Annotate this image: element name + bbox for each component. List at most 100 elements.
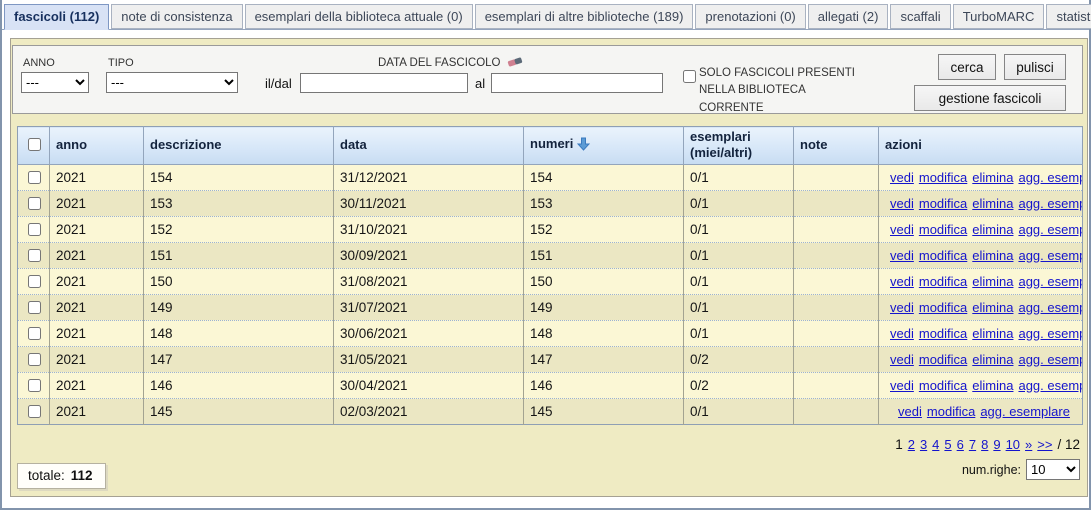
vedi-link[interactable]: vedi (890, 351, 914, 367)
elimina-link[interactable]: elimina (972, 299, 1014, 315)
row-checkbox[interactable] (27, 326, 41, 340)
vedi-link[interactable]: vedi (890, 325, 914, 341)
col-header-data[interactable]: data (333, 126, 524, 165)
tab-turbomarc[interactable]: TurboMARC (952, 4, 1045, 29)
data-dal-input[interactable] (300, 73, 468, 93)
agg-esemplare-link[interactable]: agg. esemplare (1018, 169, 1082, 185)
modifica-link[interactable]: modifica (918, 221, 968, 237)
agg-esemplare-link[interactable]: agg. esemplare (1018, 195, 1082, 211)
pagination-last-link[interactable]: >> (1037, 437, 1053, 452)
vedi-link[interactable]: vedi (890, 195, 914, 211)
vedi-link[interactable]: vedi (890, 299, 914, 315)
row-checkbox[interactable] (27, 222, 41, 236)
tab-esemplari-biblioteca-attuale[interactable]: esemplari della biblioteca attuale (0) (244, 4, 473, 29)
row-checkbox[interactable] (27, 378, 41, 392)
cell-note (793, 398, 879, 424)
agg-esemplare-link[interactable]: agg. esemplare (1018, 325, 1082, 341)
table-row: 2021 147 31/05/2021 147 0/2 vedi modifica… (17, 346, 1083, 373)
tab-esemplari-altre-biblioteche[interactable]: esemplari di altre biblioteche (189) (474, 4, 694, 29)
pagination-page-link[interactable]: 8 (981, 437, 989, 452)
modifica-link[interactable]: modifica (918, 325, 968, 341)
solo-presenti-checkbox[interactable] (683, 70, 696, 83)
vedi-link[interactable]: vedi (890, 169, 914, 185)
modifica-link[interactable]: modifica (918, 247, 968, 263)
tab-statistiche[interactable]: statistiche (1046, 4, 1091, 29)
elimina-link[interactable]: elimina (972, 195, 1014, 211)
elimina-link[interactable]: elimina (972, 325, 1014, 341)
cell-numeri: 152 (523, 216, 684, 243)
vedi-link[interactable]: vedi (890, 247, 914, 263)
cell-anno: 2021 (49, 320, 144, 347)
row-checkbox[interactable] (27, 170, 41, 184)
anno-select[interactable]: --- (21, 72, 89, 93)
cell-descrizione: 145 (143, 398, 334, 424)
agg-esemplare-link[interactable]: agg. esemplare (1018, 351, 1082, 367)
vedi-link[interactable]: vedi (890, 377, 914, 393)
cell-esemplari: 0/1 (683, 320, 794, 347)
data-al-input[interactable] (491, 73, 663, 93)
tab-scaffali[interactable]: scaffali (890, 4, 951, 29)
elimina-link[interactable]: elimina (972, 169, 1014, 185)
agg-esemplare-link[interactable]: agg. esemplare (1018, 377, 1082, 393)
col-header-descrizione[interactable]: descrizione (143, 126, 334, 165)
modifica-link[interactable]: modifica (918, 195, 968, 211)
tipo-select[interactable]: --- (106, 72, 238, 93)
modifica-link[interactable]: modifica (918, 351, 968, 367)
agg-esemplare-link[interactable]: agg. esemplare (980, 403, 1070, 419)
row-checkbox[interactable] (27, 274, 41, 288)
pagination-next-link[interactable]: » (1025, 437, 1033, 452)
row-checkbox[interactable] (27, 196, 41, 210)
col-header-numeri[interactable]: numeri (523, 126, 684, 165)
pagination-page-link[interactable]: 6 (956, 437, 964, 452)
cell-esemplari: 0/1 (683, 294, 794, 321)
pagination-page-link[interactable]: 5 (944, 437, 952, 452)
gestione-fascicoli-button[interactable]: gestione fascicoli (914, 85, 1066, 111)
elimina-link[interactable]: elimina (972, 247, 1014, 263)
table-row: 2021 145 02/03/2021 145 0/1 vedi modifica… (17, 398, 1083, 424)
rows-per-page-label: num.righe: (961, 462, 1021, 477)
modifica-link[interactable]: modifica (918, 377, 968, 393)
tab-prenotazioni[interactable]: prenotazioni (0) (695, 4, 806, 29)
elimina-link[interactable]: elimina (972, 273, 1014, 289)
eraser-icon[interactable] (507, 56, 523, 70)
modifica-link[interactable]: modifica (918, 273, 968, 289)
pagination-page-link[interactable]: 9 (993, 437, 1001, 452)
modifica-link[interactable]: modifica (918, 169, 968, 185)
pagination-page-link[interactable]: 7 (968, 437, 977, 452)
agg-esemplare-link[interactable]: agg. esemplare (1018, 273, 1082, 289)
agg-esemplare-link[interactable]: agg. esemplare (1018, 299, 1082, 315)
vedi-link[interactable]: vedi (890, 273, 914, 289)
cell-anno: 2021 (49, 398, 144, 424)
pagination-page-link[interactable]: 4 (932, 437, 940, 452)
agg-esemplare-link[interactable]: agg. esemplare (1018, 221, 1082, 237)
tab-allegati[interactable]: allegati (2) (807, 4, 889, 29)
sort-desc-icon[interactable] (577, 137, 591, 155)
elimina-link[interactable]: elimina (972, 221, 1014, 237)
col-header-anno[interactable]: anno (49, 126, 144, 165)
elimina-link[interactable]: elimina (972, 377, 1014, 393)
elimina-link[interactable]: elimina (972, 351, 1014, 367)
pulisci-button[interactable]: pulisci (1004, 54, 1066, 80)
pagination-page-link[interactable]: 2 (907, 437, 915, 452)
modifica-link[interactable]: modifica (918, 299, 968, 315)
vedi-link[interactable]: vedi (898, 403, 922, 419)
pagination-page-link[interactable]: 10 (1005, 437, 1021, 452)
row-checkbox[interactable] (27, 352, 41, 366)
select-all-checkbox[interactable] (27, 138, 41, 152)
table-row: 2021 153 30/11/2021 153 0/1 vedi modifica… (17, 190, 1083, 217)
col-header-note[interactable]: note (793, 126, 879, 165)
agg-esemplare-link[interactable]: agg. esemplare (1018, 247, 1082, 263)
col-header-esemplari[interactable]: esemplari (miei/altri) (683, 126, 794, 165)
tab-bar: fascicoli (112) note di consistenza esem… (2, 0, 1091, 30)
tab-fascicoli[interactable]: fascicoli (112) (4, 4, 110, 30)
modifica-link[interactable]: modifica (926, 403, 976, 419)
row-checkbox[interactable] (27, 300, 41, 314)
row-checkbox[interactable] (27, 404, 41, 418)
tab-note-di-consistenza[interactable]: note di consistenza (111, 4, 243, 29)
cerca-button[interactable]: cerca (938, 54, 996, 80)
vedi-link[interactable]: vedi (890, 221, 914, 237)
pagination-page-link[interactable]: 3 (919, 437, 928, 452)
row-checkbox[interactable] (27, 248, 41, 262)
rows-per-page-select[interactable]: 10 (1026, 459, 1080, 480)
